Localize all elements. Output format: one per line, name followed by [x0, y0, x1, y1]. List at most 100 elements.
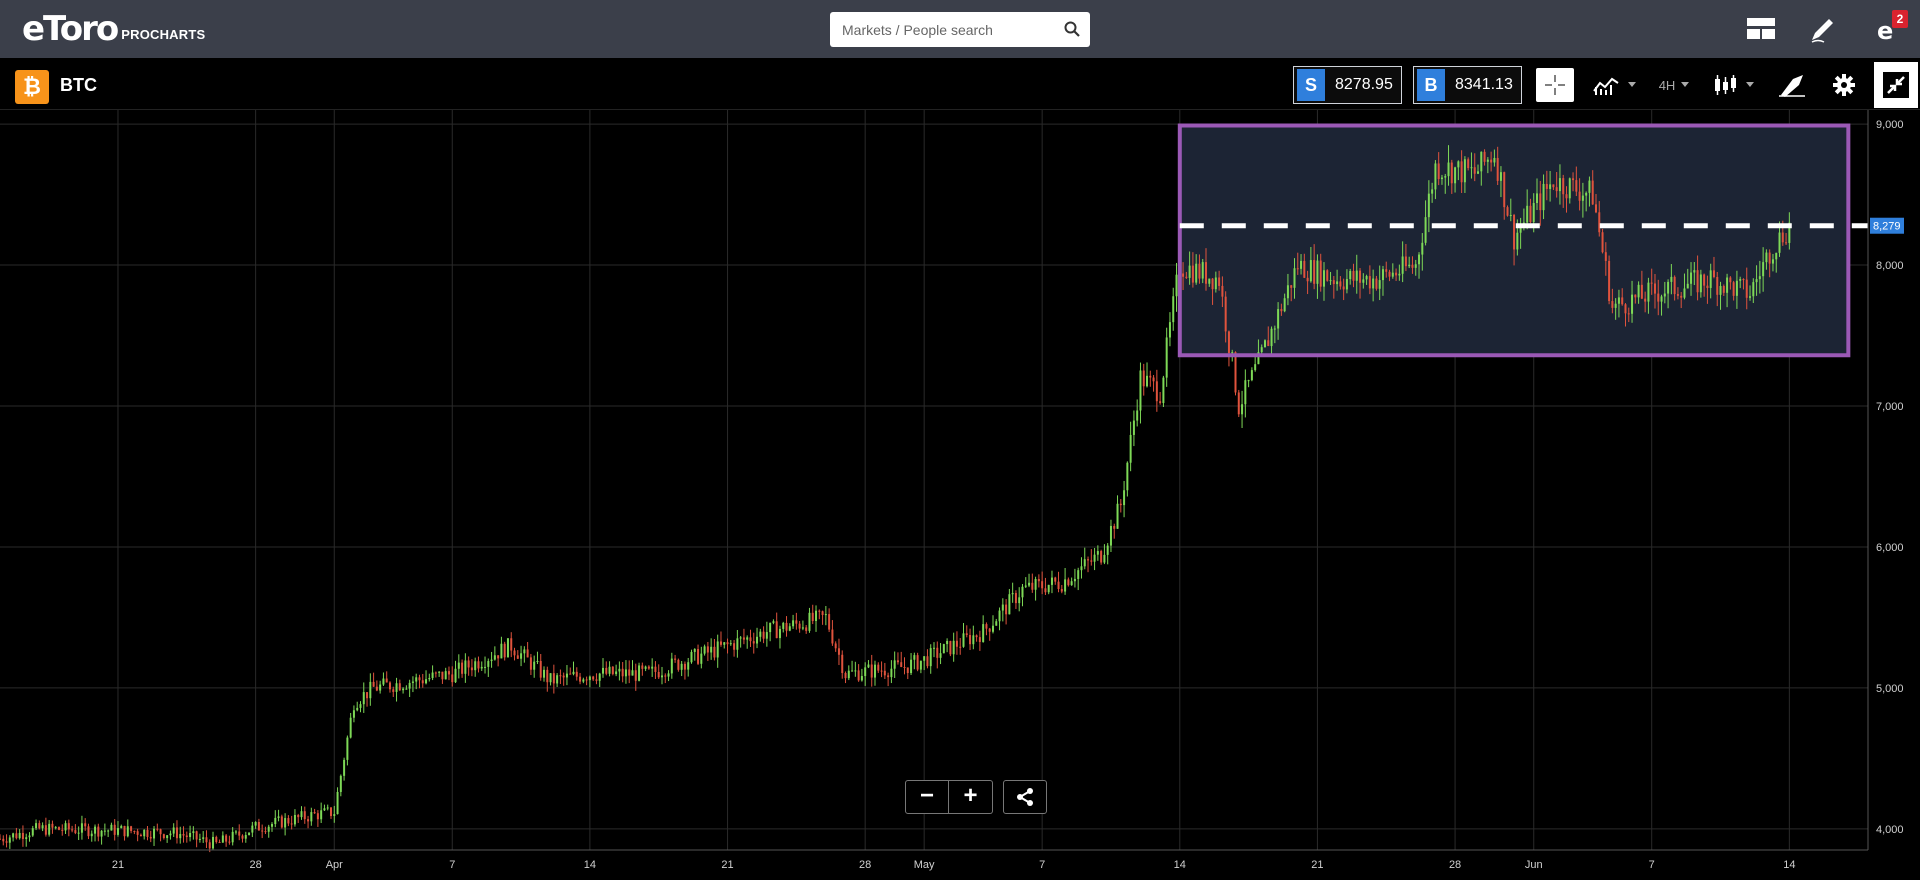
- crosshair-button[interactable]: [1536, 68, 1574, 102]
- candle-body: [1054, 577, 1057, 582]
- candle-body: [1509, 215, 1512, 217]
- candle-body: [847, 670, 850, 679]
- candle-body: [293, 814, 296, 825]
- candle-body: [5, 841, 8, 843]
- candle-body: [1555, 187, 1558, 192]
- candle-body: [349, 717, 352, 738]
- candle-body: [1077, 570, 1080, 579]
- candle-body: [0, 838, 1, 840]
- candle-body: [536, 660, 539, 662]
- price-chart[interactable]: 4,000 5,000 6,000 7,000 8,000 9,000 21 28 Apr 7 14…: [0, 110, 1920, 875]
- candle-body: [1146, 375, 1149, 387]
- candle-body: [674, 658, 677, 660]
- candle-body: [1136, 410, 1139, 421]
- collapse-button[interactable]: [1874, 62, 1918, 108]
- candle-body: [1296, 268, 1299, 270]
- zoom-out-button[interactable]: −: [905, 780, 949, 814]
- settings-button[interactable]: [1826, 68, 1862, 102]
- candle-body: [1663, 293, 1666, 297]
- x-tick-label: 21: [112, 859, 124, 871]
- candle-body: [339, 775, 342, 792]
- candle-body: [952, 640, 955, 655]
- candle-body: [1431, 189, 1434, 194]
- candle-body: [1437, 163, 1440, 180]
- candle-body: [1339, 281, 1342, 287]
- candle-body: [1060, 588, 1063, 592]
- candle-body: [1742, 279, 1745, 281]
- candle-body: [896, 660, 899, 663]
- candle-body: [1106, 545, 1109, 555]
- candle-body: [959, 646, 962, 648]
- notifications-icon[interactable]: e 2: [1874, 10, 1908, 45]
- search-input[interactable]: [842, 19, 1052, 41]
- candle-body: [1263, 340, 1266, 348]
- candle-body: [1313, 260, 1316, 284]
- candle-body: [1205, 262, 1208, 284]
- candle-body: [1693, 270, 1696, 273]
- svg-text:e: e: [1877, 17, 1893, 44]
- candle-body: [683, 663, 686, 670]
- candle-body: [582, 679, 585, 682]
- candle-body: [12, 833, 15, 838]
- candle-body: [1588, 180, 1591, 193]
- candle-body: [916, 655, 919, 670]
- search-icon[interactable]: [1064, 21, 1080, 42]
- candle-body: [792, 620, 795, 627]
- search-box[interactable]: [830, 12, 1090, 47]
- candle-body: [1732, 282, 1735, 296]
- candle-body: [890, 668, 893, 678]
- chart-type-button[interactable]: [1712, 68, 1758, 102]
- candle-body: [602, 667, 605, 674]
- candle-body: [74, 830, 77, 834]
- layout-icon[interactable]: [1746, 14, 1776, 44]
- candle-body: [405, 688, 408, 690]
- candle-body: [1165, 337, 1168, 378]
- candle-body: [706, 646, 709, 653]
- candle-body: [346, 737, 349, 760]
- candle-body: [788, 626, 791, 631]
- candle-body: [818, 610, 821, 612]
- chart-canvas[interactable]: 4,000 5,000 6,000 7,000 8,000 9,000 21 28 Apr 7 14…: [0, 110, 1920, 875]
- candle-body: [198, 838, 201, 840]
- candle-body: [893, 660, 896, 669]
- candle-body: [844, 673, 847, 679]
- candle-body: [608, 666, 611, 674]
- buy-button[interactable]: B 8341.13: [1413, 66, 1522, 104]
- candle-body: [641, 665, 644, 669]
- candle-body: [877, 664, 880, 671]
- candle-body: [1070, 581, 1073, 586]
- candle-body: [8, 837, 11, 843]
- candle-body: [248, 832, 251, 836]
- zoom-controls: − +: [905, 780, 1047, 814]
- y-tick-label: 7,000: [1876, 401, 1904, 413]
- candle-body: [1457, 161, 1460, 168]
- timeframe-dropdown[interactable]: 4H: [1652, 68, 1698, 102]
- candle-body: [687, 662, 690, 670]
- candle-body: [913, 655, 916, 660]
- candle-body: [51, 823, 54, 828]
- candle-body: [1594, 204, 1597, 213]
- share-button[interactable]: [1003, 780, 1047, 814]
- candle-body: [824, 614, 827, 616]
- candle-body: [467, 660, 470, 668]
- indicators-button[interactable]: [1592, 68, 1638, 102]
- candle-body: [1021, 586, 1024, 598]
- etoro-logo[interactable]: eToro PROCHARTS: [22, 8, 205, 48]
- candle-body: [1581, 195, 1584, 201]
- candle-body: [1775, 252, 1778, 260]
- candle-body: [1634, 294, 1637, 298]
- y-tick-label: 4,000: [1876, 824, 1904, 836]
- pencil-icon[interactable]: [1808, 14, 1838, 44]
- drawing-tools-button[interactable]: [1774, 68, 1810, 102]
- sell-button[interactable]: S 8278.95: [1293, 66, 1402, 104]
- zoom-in-button[interactable]: +: [949, 780, 993, 814]
- candle-body: [664, 675, 667, 677]
- candle-body: [1188, 265, 1191, 278]
- candle-body: [146, 829, 149, 837]
- candle-body: [1703, 274, 1706, 286]
- candle-body: [969, 634, 972, 645]
- candle-body: [1273, 328, 1276, 330]
- candle-body: [280, 816, 283, 828]
- candle-body: [1726, 277, 1729, 293]
- candle-body: [1470, 167, 1473, 169]
